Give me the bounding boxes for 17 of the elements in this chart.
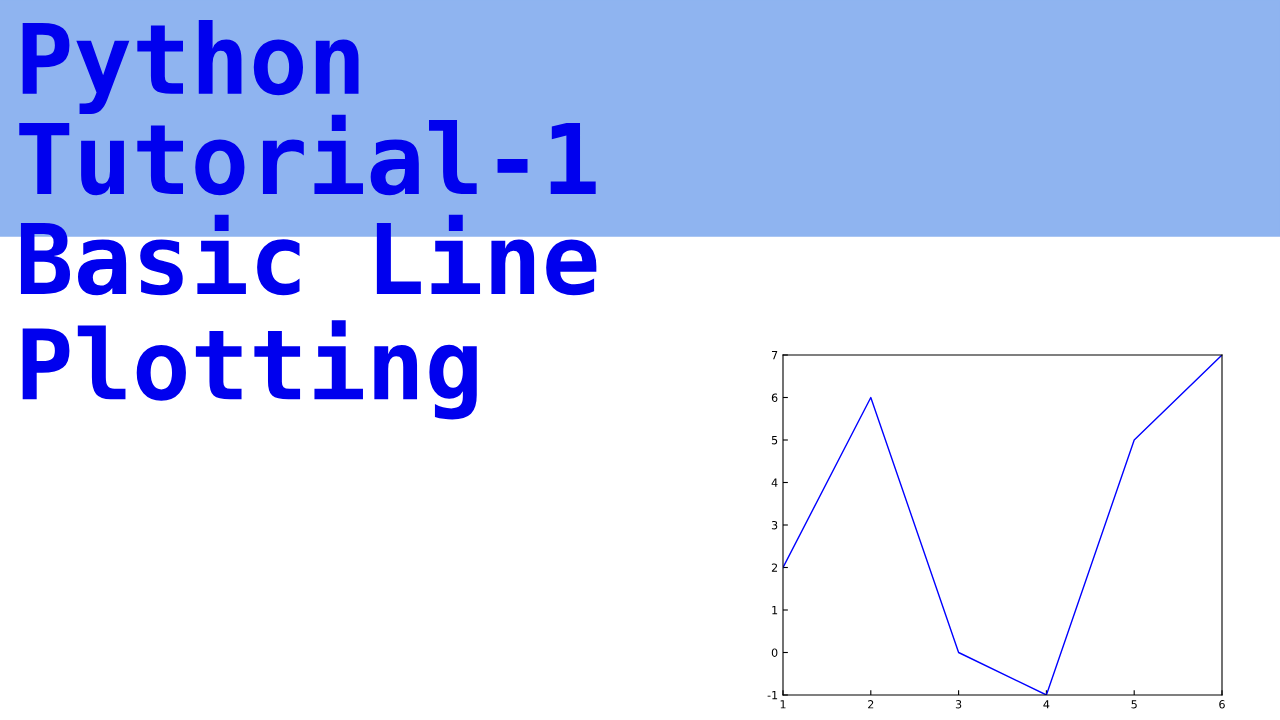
- y-tick-label: 5: [771, 436, 778, 445]
- y-tick-label: 7: [771, 351, 778, 360]
- x-tick-label: 5: [1131, 700, 1137, 709]
- y-tick-label: 0: [771, 648, 778, 657]
- x-tick-label: 2: [868, 700, 874, 709]
- y-tick-label: 6: [771, 393, 778, 402]
- y-tick-label: 3: [771, 520, 778, 530]
- x-tick-label: 1: [780, 700, 786, 709]
- chart-title: Python Tutorial-1 Basic Line Plotting: [19, 20, 597, 420]
- y-tick-label: 2: [771, 563, 778, 572]
- x-tick-label: 3: [955, 700, 962, 709]
- y-tick-label: -1: [767, 691, 778, 700]
- x-tick-label: 6: [1219, 700, 1225, 709]
- line-series: [783, 355, 1222, 695]
- y-tick-label: 1: [772, 606, 778, 615]
- y-tick-label: 4: [771, 478, 778, 487]
- x-tick-label: 4: [1043, 700, 1050, 709]
